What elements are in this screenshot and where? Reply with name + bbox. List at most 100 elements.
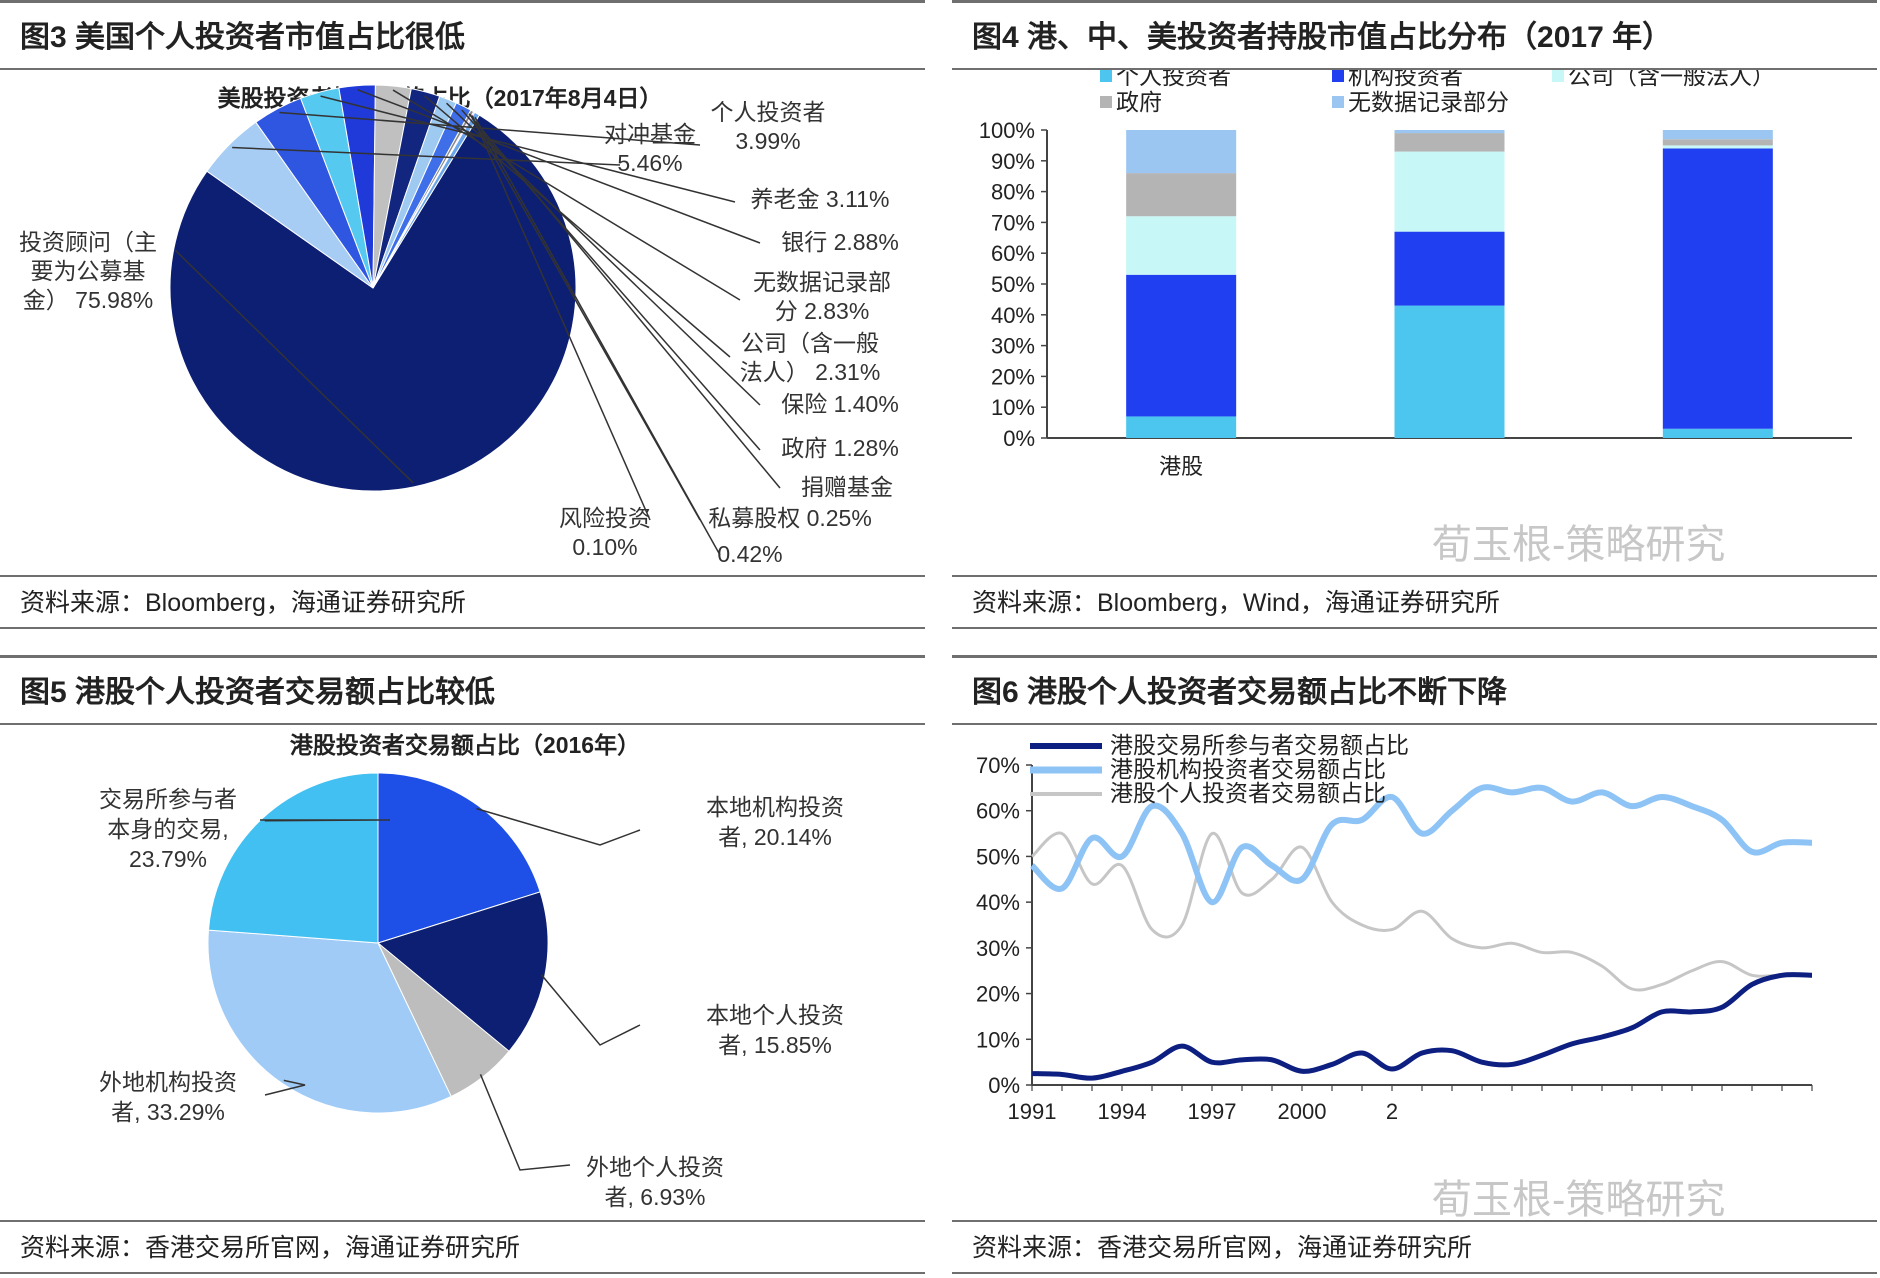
fig6-legend-label: 港股个人投资者交易额占比 bbox=[1110, 780, 1386, 806]
fig4-bar-segment bbox=[1126, 416, 1237, 438]
fig4-y-tick-label: 40% bbox=[991, 303, 1035, 328]
fig4-bar-segment bbox=[1126, 216, 1237, 275]
fig6-x-tick-label: 2 bbox=[1386, 1099, 1398, 1124]
fig6-x-tick-label: 1991 bbox=[1008, 1099, 1057, 1124]
fig4-legend-swatch bbox=[1100, 96, 1112, 108]
fig4-y-tick-label: 70% bbox=[991, 210, 1035, 235]
fig3-leader-line bbox=[446, 102, 761, 406]
fig3-slice-label: 个人投资者 bbox=[711, 99, 826, 125]
fig4-legend-swatch bbox=[1332, 96, 1344, 108]
fig5-slice-label: 23.79% bbox=[129, 846, 207, 872]
fig6-series-line bbox=[1031, 972, 1813, 1081]
fig6-x-tick-label: 2000 bbox=[1278, 1099, 1327, 1124]
fig4-legend-label: 政府 bbox=[1116, 89, 1162, 115]
fig6-chart: 0% 10% 20% 30% 40% 50% 60% 70% 1991 1994 1997 2000 2… bbox=[976, 732, 1813, 1222]
fig3-leader-line bbox=[357, 88, 761, 244]
fig5-slice-label: 者, 33.29% bbox=[111, 1099, 225, 1125]
fig6-y-tick-label: 20% bbox=[976, 982, 1020, 1007]
fig6-x-tick-label: 1994 bbox=[1098, 1099, 1147, 1124]
fig4-category-label: 港股 bbox=[1159, 454, 1203, 479]
fig5-slice-label: 者, 6.93% bbox=[605, 1184, 706, 1210]
fig5-source: 资料来源：香港交易所官网，海通证券研究所 bbox=[0, 1220, 925, 1274]
fig4-bar-segment bbox=[1126, 130, 1237, 174]
fig4-chart: 个人投资者 机构投资者 公司（含一般法人） 政府 无数据记录部分 0% 10% 20% 30%… bbox=[979, 70, 1852, 567]
fig4-legend-swatch bbox=[1332, 70, 1344, 82]
fig3-slice-label: 5.46% bbox=[617, 150, 682, 176]
fig3-slice-label: 银行 2.88% bbox=[781, 229, 899, 255]
fig4-bar-segment bbox=[1394, 151, 1505, 232]
fig3-leader-line bbox=[474, 116, 721, 556]
fig4-bar-segment bbox=[1394, 231, 1505, 306]
fig5-slice-label: 外地个人投资 bbox=[586, 1154, 724, 1180]
fig3-panel: 图3 美国个人投资者市值占比很低 美股投资者持股市值占比（2017年8月4日） … bbox=[0, 0, 925, 629]
fig5-slice-label: 者, 15.85% bbox=[718, 1032, 832, 1058]
fig3-slice-label: 养老金 3.11% bbox=[751, 186, 890, 212]
fig5-chart-title: 港股投资者交易额占比（2016年） bbox=[290, 732, 640, 758]
fig3-slice bbox=[372, 111, 481, 289]
fig4-legend-swatch bbox=[1100, 70, 1112, 82]
fig4-y-tick-label: 50% bbox=[991, 272, 1035, 297]
fig4-bar-segment bbox=[1662, 145, 1773, 149]
fig6-title: 图6 港股个人投资者交易额占比不断下降 bbox=[952, 655, 1877, 725]
fig4-y-tick-label: 100% bbox=[979, 118, 1035, 143]
fig3-slice-label: 风险投资 bbox=[559, 505, 651, 531]
fig3-slice-label: 0.10% bbox=[572, 534, 637, 560]
fig4-legend-label: 公司（含一般法人） bbox=[1568, 70, 1775, 89]
fig3-slice-label: 3.99% bbox=[735, 128, 800, 154]
fig4-y-tick-label: 0% bbox=[1003, 426, 1035, 451]
fig4-source: 资料来源：Bloomberg，Wind，海通证券研究所 bbox=[952, 575, 1877, 629]
fig3-slice-label: 对冲基金 bbox=[604, 121, 696, 147]
fig3-slice-label: 捐赠基金 bbox=[801, 474, 893, 500]
fig3-slice-label: 无数据记录部 bbox=[753, 269, 891, 295]
fig6-legend-label: 港股机构投资者交易额占比 bbox=[1110, 756, 1386, 782]
fig4-bar-segment bbox=[1394, 305, 1505, 438]
fig5-slice bbox=[207, 772, 379, 944]
fig4-title: 图4 港、中、美投资者持股市值占比分布（2017 年） bbox=[952, 0, 1877, 70]
fig6-series-line bbox=[1029, 784, 1813, 906]
fig3-leader-line bbox=[320, 95, 736, 203]
fig5-slice-label: 者, 20.14% bbox=[718, 824, 832, 850]
fig3-slice-label: 保险 1.40% bbox=[781, 391, 899, 417]
fig5-slice-label: 外地机构投资 bbox=[99, 1069, 237, 1095]
fig3-leader-line bbox=[468, 113, 781, 489]
fig3-leader-line bbox=[469, 114, 701, 521]
fig4-bar-segment bbox=[1126, 173, 1237, 217]
fig4-panel: 图4 港、中、美投资者持股市值占比分布（2017 年） 个人投资者 机构投资者 公司… bbox=[952, 0, 1877, 629]
fig4-legend-label: 机构投资者 bbox=[1348, 70, 1463, 89]
fig6-series-line bbox=[1030, 831, 1812, 992]
fig3-leader-line bbox=[424, 95, 731, 358]
fig4-y-tick-label: 90% bbox=[991, 149, 1035, 174]
fig3-leader-line bbox=[461, 109, 761, 451]
fig5-slice bbox=[377, 772, 541, 944]
fig6-y-tick-label: 30% bbox=[976, 936, 1020, 961]
fig3-slice-label: 0.42% bbox=[717, 541, 782, 567]
fig3-source: 资料来源：Bloomberg，海通证券研究所 bbox=[0, 575, 925, 629]
fig6-y-tick-label: 60% bbox=[976, 799, 1020, 824]
fig4-bar-segment bbox=[1662, 428, 1773, 438]
fig6-panel: 图6 港股个人投资者交易额占比不断下降 0% 10% 20% 30% 40% 50% 60%… bbox=[952, 655, 1877, 1278]
fig5-leader-line bbox=[264, 1079, 306, 1096]
fig5-slice-label: 本地机构投资 bbox=[706, 794, 844, 820]
fig6-legend-label: 港股交易所参与者交易额占比 bbox=[1110, 732, 1409, 758]
fig3-leader-line bbox=[232, 146, 621, 166]
fig3-leader-line bbox=[279, 111, 701, 146]
fig3-title: 图3 美国个人投资者市值占比很低 bbox=[0, 0, 925, 70]
fig6-y-tick-label: 0% bbox=[988, 1073, 1020, 1098]
fig4-legend-label: 个人投资者 bbox=[1116, 70, 1231, 89]
fig4-bar-segment bbox=[1662, 139, 1773, 146]
fig3-slice-label: 要为公募基 bbox=[31, 258, 146, 284]
fig5-slice bbox=[376, 891, 549, 1052]
fig3-leader-line bbox=[174, 249, 414, 484]
fig5-leader-line bbox=[540, 974, 641, 1046]
fig3-slice-label: 政府 1.28% bbox=[781, 435, 899, 461]
fig4-bar-segment bbox=[1662, 148, 1773, 429]
fig5-slice-label: 交易所参与者 bbox=[99, 786, 237, 812]
fig4-legend-label: 无数据记录部分 bbox=[1348, 89, 1509, 115]
fig4-bar-segment bbox=[1394, 133, 1505, 152]
fig6-y-tick-label: 70% bbox=[976, 753, 1020, 778]
fig5-title: 图5 港股个人投资者交易额占比较低 bbox=[0, 655, 925, 725]
fig5-leader-line bbox=[476, 807, 641, 846]
fig4-y-tick-label: 20% bbox=[991, 364, 1035, 389]
